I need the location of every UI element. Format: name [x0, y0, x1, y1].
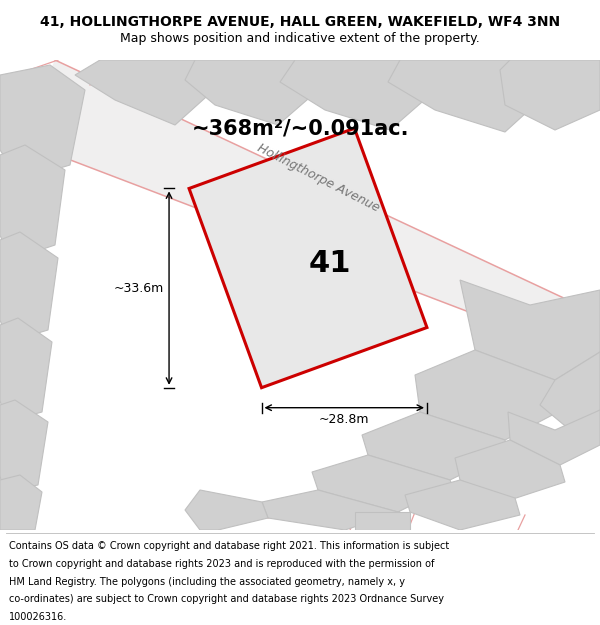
- Polygon shape: [185, 490, 268, 530]
- Polygon shape: [388, 60, 560, 132]
- Polygon shape: [540, 352, 600, 430]
- Polygon shape: [0, 65, 85, 180]
- Text: Map shows position and indicative extent of the property.: Map shows position and indicative extent…: [120, 32, 480, 45]
- Polygon shape: [508, 410, 600, 465]
- Polygon shape: [0, 400, 48, 492]
- Polygon shape: [415, 350, 558, 440]
- Polygon shape: [355, 512, 410, 530]
- Text: Hollingthorpe Avenue: Hollingthorpe Avenue: [254, 141, 382, 214]
- Text: co-ordinates) are subject to Crown copyright and database rights 2023 Ordnance S: co-ordinates) are subject to Crown copyr…: [9, 594, 444, 604]
- Text: ~28.8m: ~28.8m: [319, 412, 370, 426]
- Text: 100026316.: 100026316.: [9, 612, 67, 622]
- Polygon shape: [189, 128, 427, 388]
- Polygon shape: [0, 475, 42, 530]
- Text: 41, HOLLINGTHORPE AVENUE, HALL GREEN, WAKEFIELD, WF4 3NN: 41, HOLLINGTHORPE AVENUE, HALL GREEN, WA…: [40, 15, 560, 29]
- Polygon shape: [0, 232, 58, 342]
- Polygon shape: [0, 145, 65, 260]
- Polygon shape: [280, 60, 445, 130]
- Polygon shape: [362, 412, 507, 480]
- Polygon shape: [460, 280, 600, 380]
- Text: HM Land Registry. The polygons (including the associated geometry, namely x, y: HM Land Registry. The polygons (includin…: [9, 576, 405, 586]
- Polygon shape: [455, 440, 565, 500]
- Polygon shape: [75, 60, 225, 125]
- Polygon shape: [18, 60, 600, 362]
- Polygon shape: [185, 60, 330, 125]
- Polygon shape: [262, 490, 400, 530]
- Text: 41: 41: [309, 249, 351, 278]
- Polygon shape: [500, 60, 600, 130]
- Polygon shape: [0, 318, 52, 422]
- Polygon shape: [405, 480, 520, 530]
- Polygon shape: [312, 455, 452, 512]
- Text: to Crown copyright and database rights 2023 and is reproduced with the permissio: to Crown copyright and database rights 2…: [9, 559, 434, 569]
- Text: ~368m²/~0.091ac.: ~368m²/~0.091ac.: [191, 118, 409, 138]
- Text: ~33.6m: ~33.6m: [114, 282, 164, 294]
- Text: Contains OS data © Crown copyright and database right 2021. This information is : Contains OS data © Crown copyright and d…: [9, 541, 449, 551]
